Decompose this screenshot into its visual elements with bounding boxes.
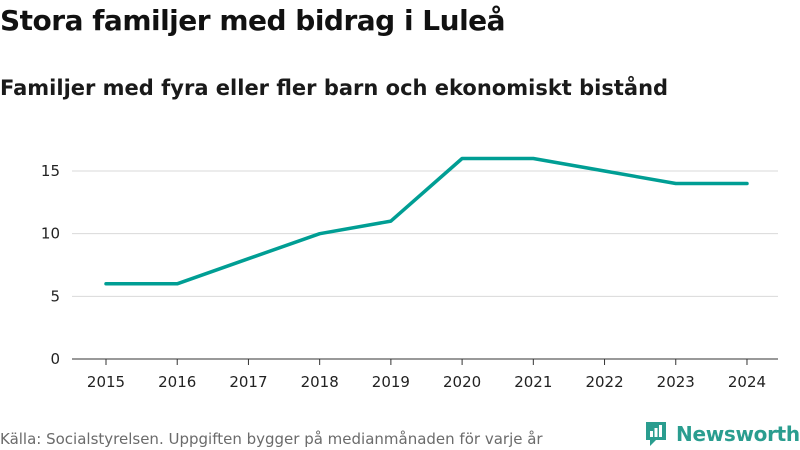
x-tick-label: 2020 (443, 373, 481, 391)
chart-title: Stora familjer med bidrag i Luleå (0, 4, 506, 37)
newsworthy-logo-icon (646, 422, 666, 446)
y-tick-label: 5 (50, 287, 60, 305)
y-tick-label: 15 (41, 162, 60, 180)
x-tick-label: 2015 (87, 373, 125, 391)
x-tick-label: 2019 (372, 373, 410, 391)
series-line (104, 156, 749, 286)
logo-text: Newsworthy (676, 422, 800, 446)
chart-subtitle: Familjer med fyra eller fler barn och ek… (0, 76, 669, 100)
newsworthy-logo[interactable]: Newsworthy (644, 420, 800, 448)
data-series (104, 156, 749, 286)
x-tick-label: 2017 (229, 373, 267, 391)
x-tick-label: 2016 (158, 373, 196, 391)
x-tick-label: 2023 (657, 373, 695, 391)
x-tick-label: 2024 (728, 373, 766, 391)
x-tick-label: 2022 (585, 373, 623, 391)
y-axis-tick-labels: 0 5 10 15 (41, 162, 60, 368)
x-tick-label: 2021 (514, 373, 552, 391)
x-tick-label: 2018 (301, 373, 339, 391)
y-tick-label: 0 (50, 350, 60, 368)
x-axis (72, 358, 778, 365)
y-tick-label: 10 (41, 225, 60, 243)
x-axis-tick-labels: 2015 2016 2017 2018 2019 2020 2021 2022 2023 2024 (87, 373, 766, 391)
source-note: Källa: Socialstyrelsen. Uppgiften bygger… (0, 430, 543, 448)
grid-lines (72, 170, 778, 297)
